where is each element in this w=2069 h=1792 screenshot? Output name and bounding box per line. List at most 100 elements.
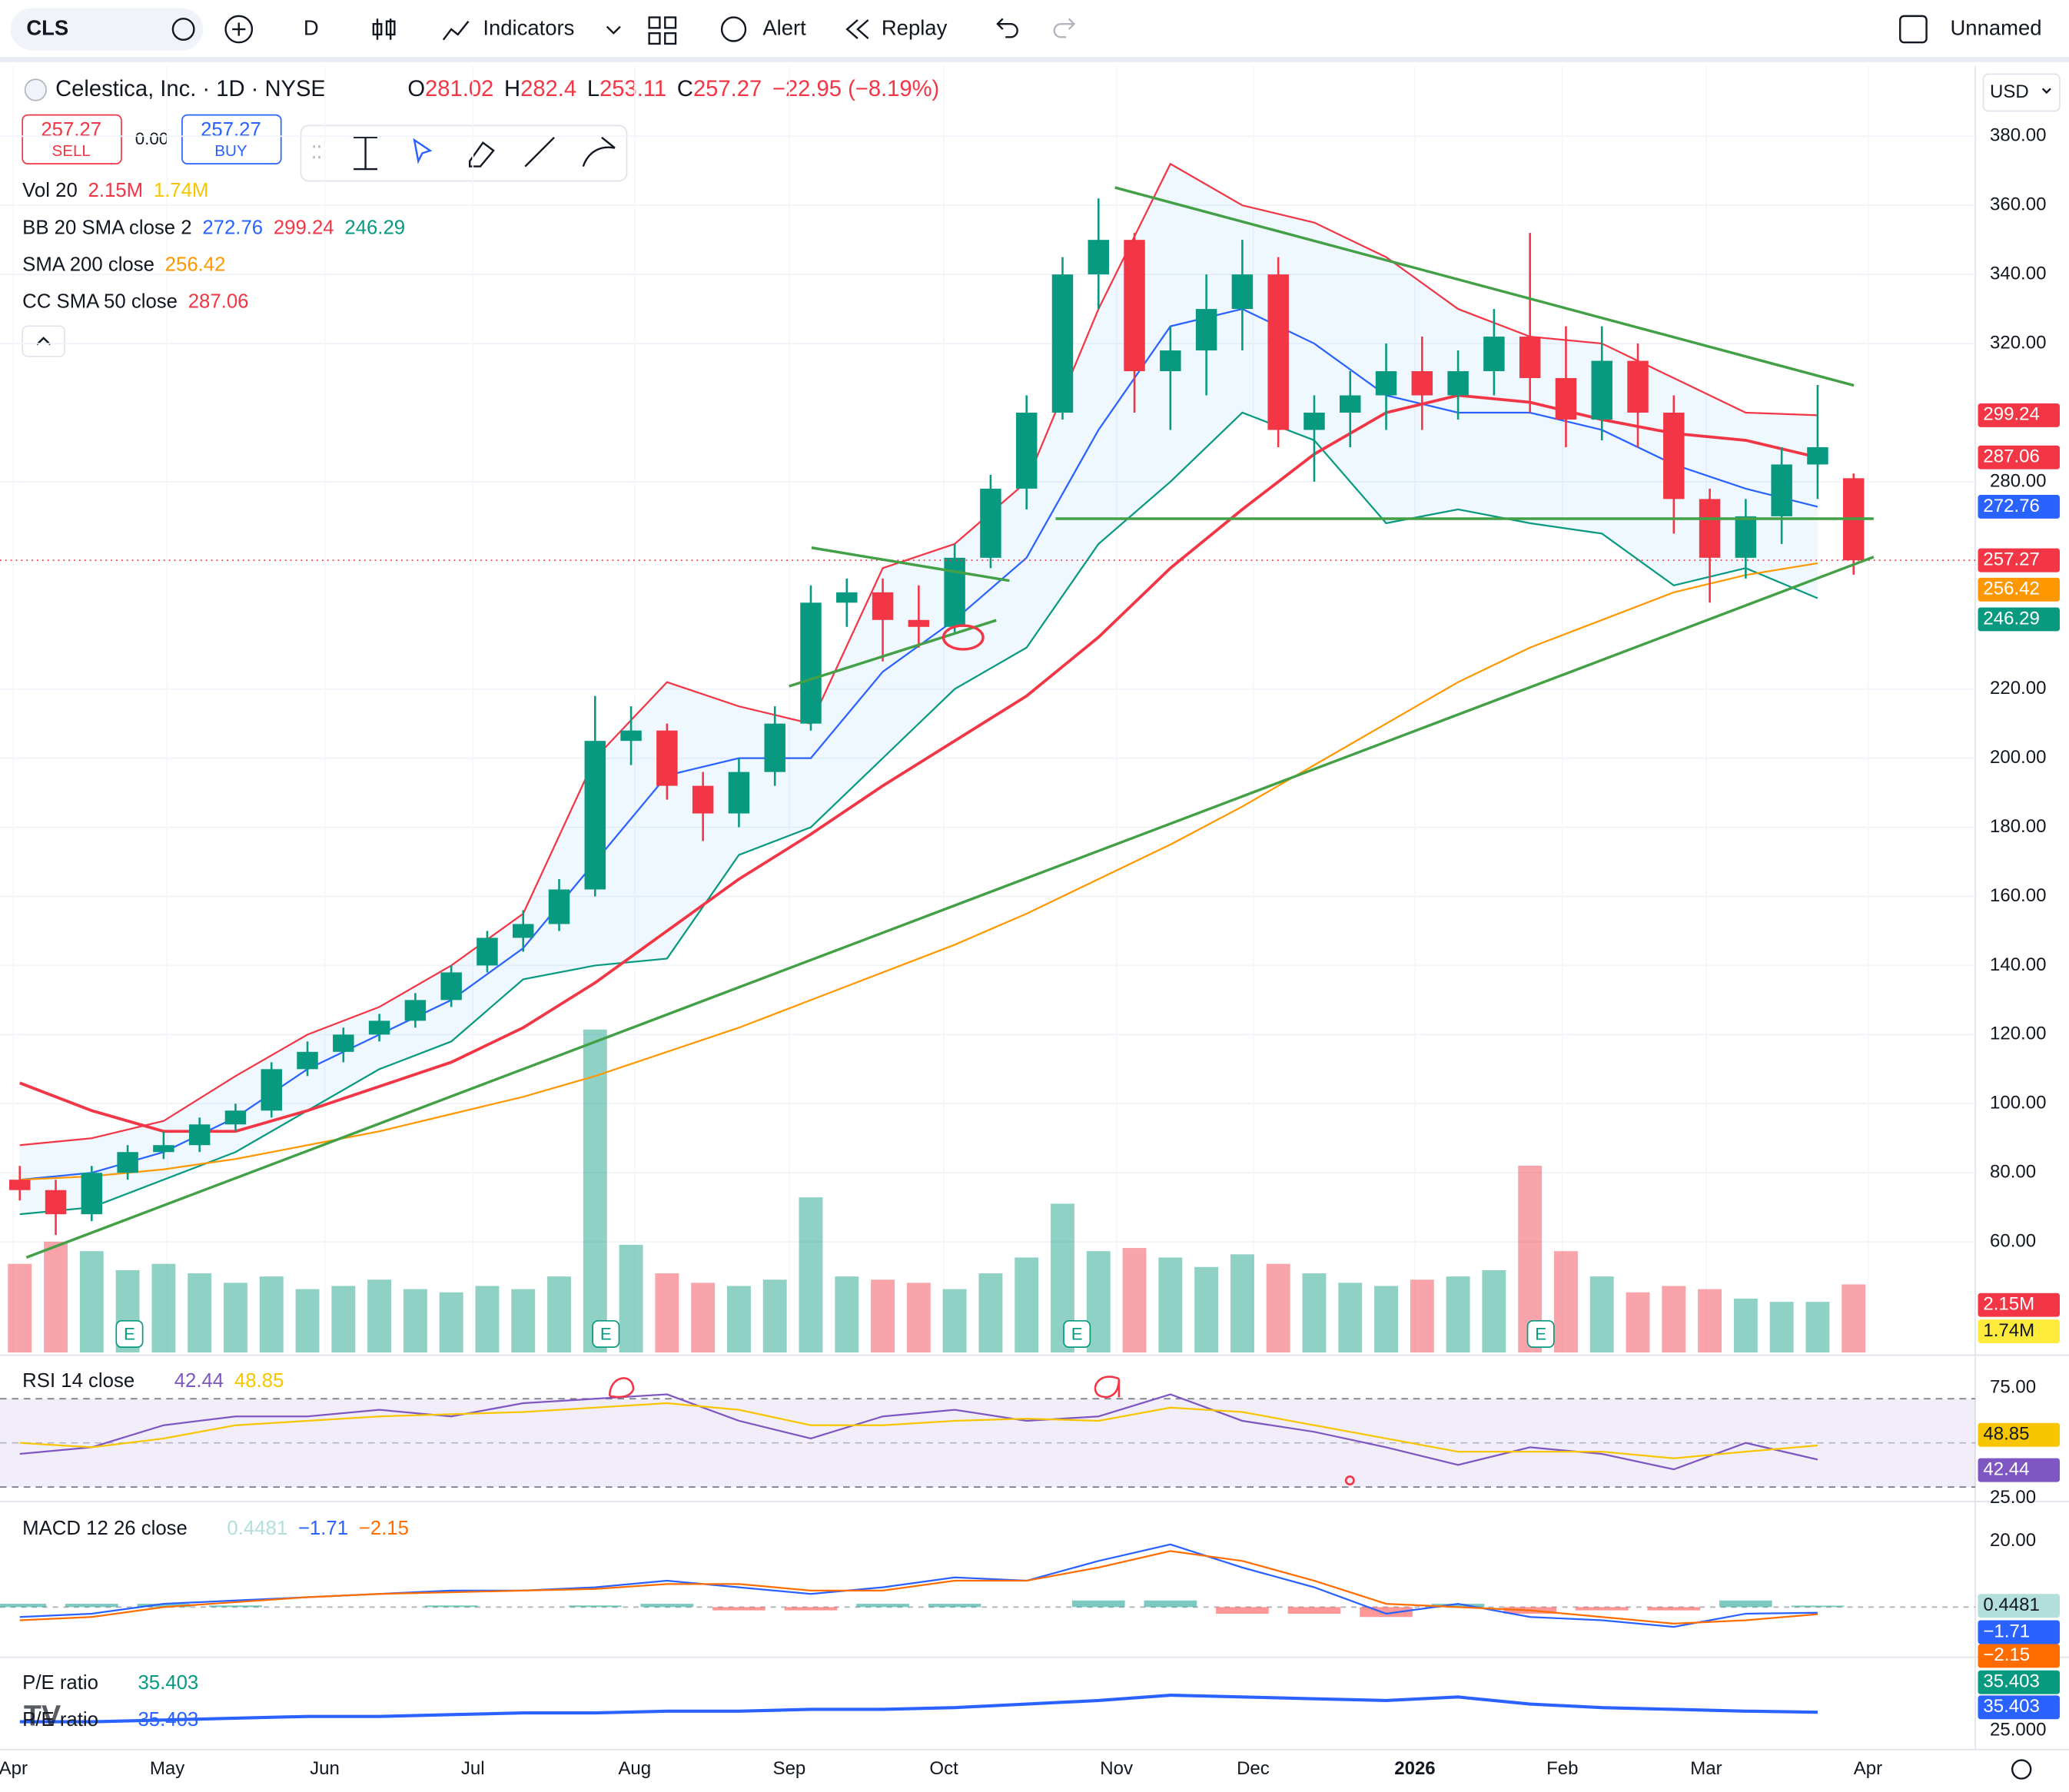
macd-histogram-bar: [1431, 1604, 1485, 1608]
candle-body: [440, 972, 462, 1001]
price-tag: 287.06: [1983, 446, 2039, 467]
volume-bar: [439, 1292, 463, 1353]
price-tag-bg: [1978, 548, 2060, 572]
volume-bar: [1374, 1286, 1398, 1353]
replay-button[interactable]: Replay: [882, 15, 948, 39]
trendline[interactable]: [25, 556, 1875, 1259]
buy-price[interactable]: 257.27: [201, 119, 261, 141]
legend-text: 2.15M: [88, 180, 144, 201]
indicator-line: [19, 162, 1818, 1147]
candle-body: [9, 1180, 31, 1190]
earnings-marker: [1063, 1319, 1091, 1349]
layout-icon[interactable]: [1899, 15, 1928, 44]
price-tag-bg: [1978, 445, 2060, 470]
templates-icon[interactable]: [648, 16, 677, 45]
indicators-button[interactable]: Indicators: [483, 15, 574, 39]
candle-body: [548, 889, 570, 924]
volume-bar: [1589, 1276, 1614, 1353]
alert-button[interactable]: Alert: [762, 15, 806, 39]
redo-button[interactable]: [1053, 18, 1076, 38]
compare-button[interactable]: [224, 15, 254, 44]
sell-button[interactable]: [22, 114, 122, 165]
volume-tag: 1.74M: [1983, 1320, 2034, 1341]
channel-line[interactable]: [789, 619, 997, 688]
macd-histogram-bar: [712, 1607, 765, 1611]
legend: CC SMA 50 close 287.06: [22, 290, 248, 312]
chart-type-icon[interactable]: [372, 18, 396, 40]
measure-tool[interactable]: [354, 136, 378, 171]
channel-line[interactable]: [811, 546, 1010, 582]
candle-body: [117, 1152, 138, 1173]
sell-label[interactable]: SELL: [52, 142, 91, 160]
price-tag: 257.27: [1983, 549, 2039, 569]
cursor-tool[interactable]: [413, 138, 433, 164]
sell-price[interactable]: 257.27: [41, 119, 101, 141]
macd-histogram-bar: [568, 1605, 622, 1608]
layout-name[interactable]: Unnamed: [1950, 15, 2041, 39]
symbol[interactable]: CLS: [26, 15, 68, 39]
volume-bar: [44, 1241, 68, 1353]
y-tick-label: 360.00: [1990, 194, 2046, 215]
candle-body: [944, 557, 965, 627]
volume-bar: [942, 1289, 967, 1353]
plus-icon: [232, 22, 246, 36]
replay-icon: [845, 19, 869, 39]
x-tick-label: Apr: [1854, 1758, 1882, 1779]
symbol-search[interactable]: [10, 8, 204, 51]
y-tick-label: 60.00: [1990, 1230, 2036, 1251]
volume-bar: [403, 1289, 427, 1353]
buy-button[interactable]: [181, 114, 282, 165]
macd-histogram-bar: [424, 1605, 478, 1608]
x-tick-label: Dec: [1237, 1758, 1270, 1779]
rsi-annotation[interactable]: [1094, 1376, 1121, 1399]
indicator-line: [19, 562, 1818, 1181]
macd-histogram-bar: [640, 1604, 694, 1608]
volume-bar: [1662, 1286, 1686, 1353]
volume-bar: [547, 1276, 571, 1353]
undo-button[interactable]: [996, 18, 1018, 38]
candle-body: [368, 1020, 390, 1035]
currency[interactable]: USD: [1990, 81, 2029, 102]
trendline-tool[interactable]: [524, 136, 555, 168]
macd-histogram-bar: [1216, 1607, 1269, 1614]
dropdown-arrow[interactable]: [606, 25, 621, 35]
price-plot: [0, 66, 1976, 1353]
rsi-annotation[interactable]: [1344, 1475, 1355, 1485]
settings-button[interactable]: [2011, 1759, 2032, 1780]
legend-text: SMA 200 close: [22, 254, 154, 275]
volume-bar: [1266, 1263, 1290, 1353]
currency-box[interactable]: [1982, 73, 2061, 112]
drawing-toolbar-box: [300, 124, 628, 182]
pe-tag: 35.403: [1983, 1696, 2039, 1717]
macd-tag-bg: [1978, 1644, 2060, 1668]
candle-body: [1375, 371, 1397, 396]
legend: RSI 14 close 42.44 48.85: [22, 1370, 284, 1392]
candle-body: [908, 619, 930, 627]
price-tag-bg: [1978, 577, 2060, 602]
y-tick-label: 180.00: [1990, 816, 2046, 837]
legend: MACD 12 26 close 0.4481 −1.71 −2.15: [22, 1518, 409, 1539]
collapse-legend[interactable]: [22, 325, 65, 357]
brush-tool[interactable]: [582, 136, 616, 168]
y-tick-label: 220.00: [1990, 678, 2046, 699]
candle-body: [872, 592, 894, 620]
volume-bar: [151, 1263, 176, 1353]
volume-bar: [1733, 1298, 1758, 1353]
legend-text: 0.4481: [227, 1518, 287, 1539]
price-tag: 256.42: [1983, 579, 2039, 599]
resistance-line[interactable]: [1114, 186, 1855, 387]
earnings-marker: [115, 1319, 144, 1349]
interval[interactable]: D: [304, 15, 319, 39]
volume-bar: [1698, 1289, 1722, 1353]
macd-histogram-bar: [1791, 1605, 1845, 1608]
price-tag-bg: [1978, 607, 2060, 632]
rsi-annotation[interactable]: [608, 1377, 635, 1399]
buy-label[interactable]: BUY: [214, 142, 247, 160]
volume-bar: [799, 1197, 823, 1353]
drag-handle[interactable]: [313, 145, 320, 159]
circle-annotation[interactable]: [942, 624, 985, 651]
eraser-tool[interactable]: [468, 141, 495, 168]
candle-body: [620, 730, 642, 742]
x-tick-label: Jul: [461, 1758, 485, 1779]
indicator-line: [19, 393, 1818, 1133]
